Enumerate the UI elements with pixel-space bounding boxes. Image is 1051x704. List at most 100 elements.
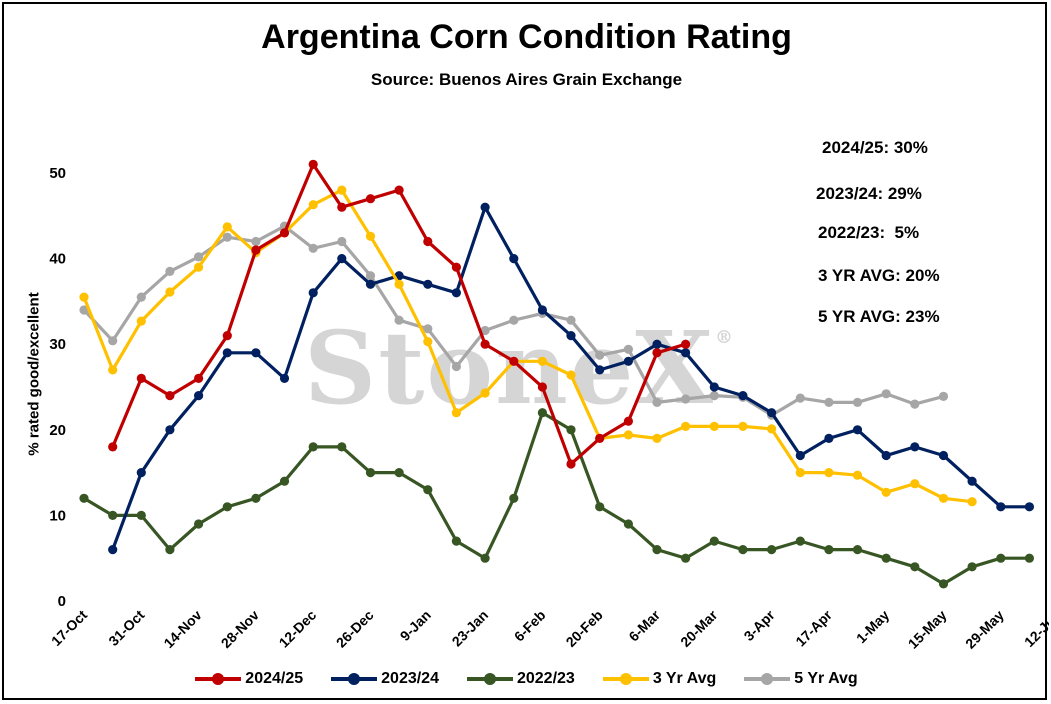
- data-point: [795, 450, 805, 461]
- data-point: [509, 356, 519, 366]
- y-tick-label: 20: [49, 422, 66, 439]
- data-point: [509, 254, 519, 264]
- data-point: [852, 470, 863, 480]
- data-point: [165, 425, 175, 435]
- data-point: [652, 339, 662, 349]
- data-point: [79, 493, 89, 503]
- data-point: [451, 262, 461, 272]
- legend-swatch: [195, 672, 242, 686]
- data-point: [566, 331, 576, 341]
- data-point: [967, 476, 977, 486]
- data-point: [136, 373, 146, 383]
- legend-label: 2023/24: [381, 670, 439, 687]
- data-point: [996, 502, 1006, 512]
- data-point: [136, 292, 146, 302]
- data-point: [852, 397, 863, 407]
- data-point: [423, 279, 433, 289]
- data-point: [595, 502, 605, 512]
- data-point: [652, 348, 662, 358]
- data-point: [108, 510, 118, 520]
- data-point: [423, 324, 433, 334]
- registered-mark: ®: [715, 327, 736, 348]
- x-tick-label: 15-May: [905, 607, 950, 652]
- data-point: [136, 316, 146, 326]
- data-point: [824, 468, 834, 478]
- data-point: [222, 502, 232, 512]
- legend-label: 2024/25: [245, 670, 304, 687]
- data-point: [681, 553, 691, 563]
- data-point: [967, 497, 977, 507]
- data-point: [251, 493, 261, 503]
- data-point: [222, 331, 232, 341]
- data-point: [308, 288, 318, 298]
- data-point: [108, 442, 118, 452]
- data-point: [308, 159, 318, 169]
- legend-label: 2022/23: [516, 670, 575, 687]
- x-tick-label: 26-Dec: [333, 607, 377, 651]
- data-point: [251, 348, 261, 358]
- data-point: [194, 391, 204, 401]
- data-point: [824, 433, 834, 443]
- data-point: [165, 266, 175, 276]
- data-point: [222, 348, 232, 358]
- x-tick-label: 20-Mar: [677, 606, 721, 650]
- legend-marker: [348, 673, 361, 685]
- data-point: [480, 325, 490, 336]
- data-point: [767, 408, 777, 418]
- data-point: [709, 391, 719, 401]
- data-point: [1024, 502, 1034, 512]
- data-point: [767, 424, 777, 434]
- legend-label: 3 Yr Avg: [652, 670, 717, 687]
- data-point: [595, 365, 605, 375]
- data-point: [251, 245, 261, 255]
- data-point: [795, 536, 805, 546]
- legend-marker: [212, 673, 225, 685]
- data-point: [365, 279, 376, 289]
- data-point: [681, 421, 691, 431]
- data-point: [165, 545, 175, 555]
- data-point: [566, 459, 576, 469]
- legend-item: 2024/25: [195, 670, 303, 688]
- x-tick-label: 3-Apr: [741, 606, 779, 644]
- data-point: [824, 545, 834, 555]
- data-point: [365, 231, 376, 241]
- data-point: [881, 553, 891, 563]
- data-point: [910, 442, 920, 452]
- data-point: [423, 236, 433, 247]
- data-point: [681, 348, 691, 358]
- legend-item: 2022/23: [466, 670, 575, 688]
- data-point: [337, 185, 347, 195]
- data-point: [938, 493, 949, 503]
- data-point: [365, 468, 376, 478]
- data-point: [222, 232, 232, 242]
- data-point: [451, 361, 461, 372]
- data-point: [566, 425, 576, 435]
- data-point: [194, 252, 204, 262]
- x-tick-label: 6-Mar: [625, 606, 663, 644]
- chart-title: Argentina Corn Condition Rating: [261, 18, 792, 56]
- data-point: [738, 421, 748, 431]
- note-3yr-avg: 3 YR AVG: 20%: [818, 266, 940, 285]
- data-point: [910, 562, 920, 572]
- data-point: [910, 479, 920, 489]
- data-point: [108, 545, 118, 555]
- y-tick-label: 30: [49, 336, 66, 353]
- data-point: [852, 545, 863, 555]
- data-point: [738, 545, 748, 555]
- data-point: [595, 433, 605, 443]
- data-point: [423, 485, 433, 495]
- legend-item: 5 Yr Avg: [744, 670, 858, 688]
- data-point: [910, 399, 920, 409]
- legend-item: 3 Yr Avg: [602, 670, 717, 688]
- data-point: [709, 421, 719, 431]
- legend-item: 2023/24: [331, 670, 439, 688]
- x-tick-label: 12-Dec: [276, 607, 320, 651]
- data-point: [738, 391, 748, 401]
- legend-swatch: [602, 672, 649, 686]
- data-point: [194, 373, 204, 383]
- note-2023-24: 2023/24: 29%: [816, 184, 922, 203]
- data-point: [308, 442, 318, 452]
- data-point: [451, 288, 461, 298]
- note-2024-25: 2024/25: 30%: [822, 138, 928, 157]
